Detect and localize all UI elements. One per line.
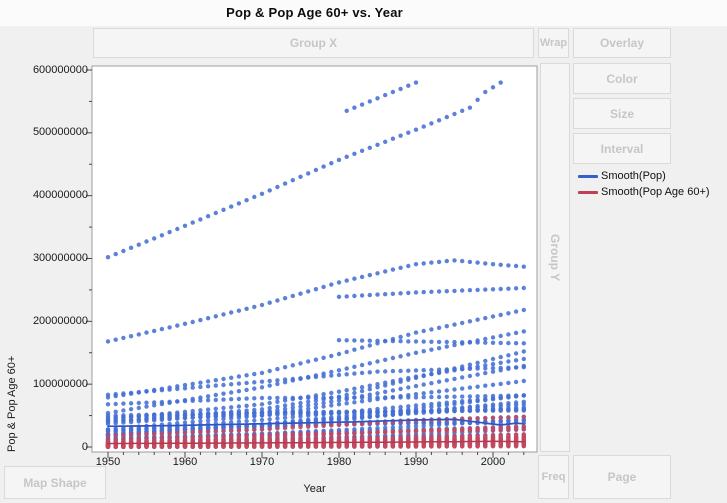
y-tick-label[interactable]: 300000000 bbox=[32, 252, 88, 264]
smooth-pop-age60-line[interactable] bbox=[107, 440, 525, 445]
drop-zone-map-shape-label: Map Shape bbox=[23, 475, 87, 490]
legend-item-label: Smooth(Pop) bbox=[601, 170, 666, 182]
y-tick-label[interactable]: 200000000 bbox=[32, 314, 88, 327]
drop-zone-group-x[interactable]: Group X bbox=[93, 28, 534, 58]
drop-zone-page[interactable]: Page bbox=[573, 455, 671, 499]
drop-zone-overlay[interactable]: Overlay bbox=[573, 28, 671, 58]
legend-item-label: Smooth(Pop Age 60+) bbox=[601, 186, 710, 198]
x-tick-label[interactable]: 1990 bbox=[403, 456, 429, 468]
title-bar bbox=[0, 0, 727, 26]
y-tick-label[interactable]: 500000000 bbox=[32, 126, 88, 139]
drop-zone-size-label: Size bbox=[609, 106, 634, 121]
drop-zone-map-shape[interactable]: Map Shape bbox=[4, 466, 106, 499]
drop-zone-color[interactable]: Color bbox=[573, 63, 671, 94]
legend-item-smooth-pop[interactable]: Smooth(Pop) bbox=[578, 168, 726, 184]
drop-zone-freq-label: Freq bbox=[541, 471, 566, 483]
drop-zone-wrap[interactable]: Wrap bbox=[538, 28, 569, 58]
plot-area[interactable] bbox=[82, 62, 547, 464]
drop-zone-wrap-label: Wrap bbox=[539, 37, 568, 49]
smooth-pop-line[interactable] bbox=[107, 418, 525, 428]
legend-item-smooth-pop-age[interactable]: Smooth(Pop Age 60+) bbox=[578, 184, 726, 200]
x-tick-label[interactable]: 1960 bbox=[172, 456, 198, 468]
x-axis-label[interactable]: Year bbox=[303, 483, 326, 495]
y-axis-tick-labels[interactable]: 0 100000000 200000000 300000000 400000000 500… bbox=[0, 0, 88, 503]
drop-zone-size[interactable]: Size bbox=[573, 98, 671, 129]
x-tick-label[interactable]: 1970 bbox=[249, 456, 275, 468]
legend: Smooth(Pop) Smooth(Pop Age 60+) bbox=[578, 168, 726, 200]
y-tick-label[interactable]: 0 bbox=[81, 440, 88, 453]
y-tick-label[interactable]: 400000000 bbox=[32, 189, 88, 202]
drop-zone-color-label: Color bbox=[606, 71, 638, 86]
drop-zone-interval[interactable]: Interval bbox=[573, 133, 671, 164]
x-tick-label[interactable]: 2000 bbox=[480, 456, 506, 468]
y-tick-label[interactable]: 100000000 bbox=[32, 377, 88, 390]
y-axis-label[interactable]: Pop & Pop Age 60+ bbox=[6, 355, 18, 452]
x-tick-label[interactable]: 1980 bbox=[326, 456, 352, 468]
smooth-pop-age-line-swatch bbox=[578, 190, 598, 194]
drop-zone-interval-label: Interval bbox=[600, 141, 644, 156]
drop-zone-page-label: Page bbox=[607, 470, 637, 484]
drop-zone-overlay-label: Overlay bbox=[599, 36, 645, 50]
drop-zone-freq[interactable]: Freq bbox=[538, 455, 569, 499]
drop-zone-group-y-label: Group Y bbox=[548, 233, 562, 282]
pop-points[interactable] bbox=[105, 80, 526, 448]
x-tick-label[interactable]: 1950 bbox=[95, 456, 121, 468]
y-tick-label[interactable]: 600000000 bbox=[32, 63, 88, 76]
smooth-pop-line-swatch bbox=[578, 174, 598, 178]
drop-zone-group-x-label: Group X bbox=[289, 36, 338, 50]
scatter-plot-canvas[interactable] bbox=[82, 62, 547, 464]
drop-zone-group-y[interactable]: Group Y bbox=[540, 63, 570, 452]
chart-title[interactable]: Pop & Pop Age 60+ vs. Year bbox=[226, 5, 403, 20]
axis-ticks bbox=[86, 69, 525, 458]
